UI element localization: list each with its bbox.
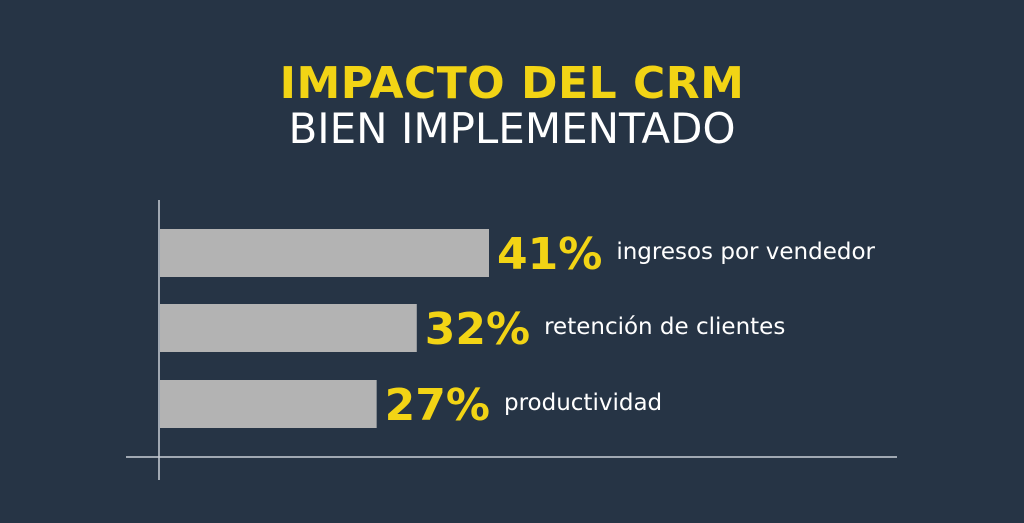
value-label-3: 27% bbox=[385, 380, 490, 431]
bars-group: 41% ingresos por vendedor 32% retención de … bbox=[160, 229, 876, 431]
chart-title: IMPACTO DEL CRM bbox=[279, 58, 745, 109]
category-label-1: ingresos por vendedor bbox=[616, 239, 875, 265]
bar-3 bbox=[160, 380, 377, 428]
chart-subtitle: BIEN IMPLEMENTADO bbox=[288, 104, 736, 153]
bar-1 bbox=[160, 229, 489, 277]
value-label-2: 32% bbox=[425, 304, 530, 355]
value-label-1: 41% bbox=[497, 229, 602, 280]
bar-2 bbox=[160, 304, 417, 352]
category-label-2: retención de clientes bbox=[544, 314, 785, 340]
category-label-3: productividad bbox=[504, 390, 662, 416]
